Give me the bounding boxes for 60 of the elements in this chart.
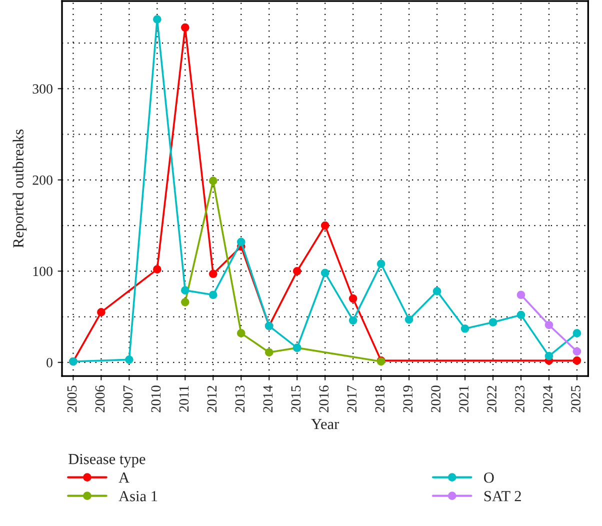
point <box>348 294 358 303</box>
point <box>320 221 330 230</box>
x-tick-label: 2014 <box>263 385 273 412</box>
legend-label: O <box>484 472 494 483</box>
point <box>180 298 190 306</box>
point <box>208 176 218 185</box>
x-tick-label: 2015 <box>291 386 301 412</box>
x-tick-label: 2017 <box>347 386 357 412</box>
point <box>488 318 498 326</box>
point <box>404 315 414 324</box>
point <box>432 287 442 296</box>
x-tick-label: 2007 <box>123 386 133 412</box>
x-tick-label: 2020 <box>431 386 441 412</box>
x-tick-label: 2025 <box>571 386 580 412</box>
point <box>180 286 190 294</box>
x-tick-label: 2010 <box>151 386 161 412</box>
point <box>544 352 554 360</box>
x-tick-label: 2016 <box>319 386 329 412</box>
point <box>208 290 218 300</box>
y-axis-title: Reported outbreaks <box>12 130 27 248</box>
y-tick-label: 0 <box>46 358 52 368</box>
point <box>572 356 582 365</box>
x-tick-label: 2011 <box>179 386 189 412</box>
point <box>236 238 246 246</box>
legend-label: SAT 2 <box>484 491 521 502</box>
x-tick-label: 2013 <box>235 386 245 412</box>
point <box>180 23 190 32</box>
point <box>348 316 358 325</box>
legend-label: A <box>118 472 130 483</box>
point <box>544 320 554 330</box>
x-tick-label: 2018 <box>375 386 385 412</box>
point <box>208 270 218 278</box>
point <box>152 15 162 24</box>
point <box>516 310 526 320</box>
legend-title: Disease type <box>68 454 146 468</box>
point <box>236 329 246 338</box>
point <box>376 260 386 268</box>
x-tick-label: 2024 <box>543 385 552 412</box>
x-tick-label: 2006 <box>95 386 105 412</box>
x-axis-title: Year <box>311 419 340 430</box>
y-tick-label: 200 <box>32 175 52 185</box>
point <box>97 308 106 316</box>
legend-label: Asia 1 <box>118 491 158 502</box>
point <box>460 324 470 333</box>
point <box>572 329 582 338</box>
x-tick-label: 2005 <box>67 386 77 412</box>
x-tick-label: 2023 <box>515 386 524 412</box>
point <box>572 347 582 356</box>
x-tick-label: 2021 <box>459 386 468 412</box>
point <box>292 266 302 276</box>
x-tick-label: 2022 <box>487 386 496 412</box>
x-tick-label: 2019 <box>403 386 413 412</box>
y-tick-label: 300 <box>32 84 52 94</box>
point <box>152 265 162 274</box>
point <box>516 290 526 300</box>
point <box>264 348 274 357</box>
x-tick-label: 2012 <box>207 386 217 412</box>
point <box>320 268 330 278</box>
point <box>125 356 134 364</box>
y-tick-label: 100 <box>33 266 52 276</box>
